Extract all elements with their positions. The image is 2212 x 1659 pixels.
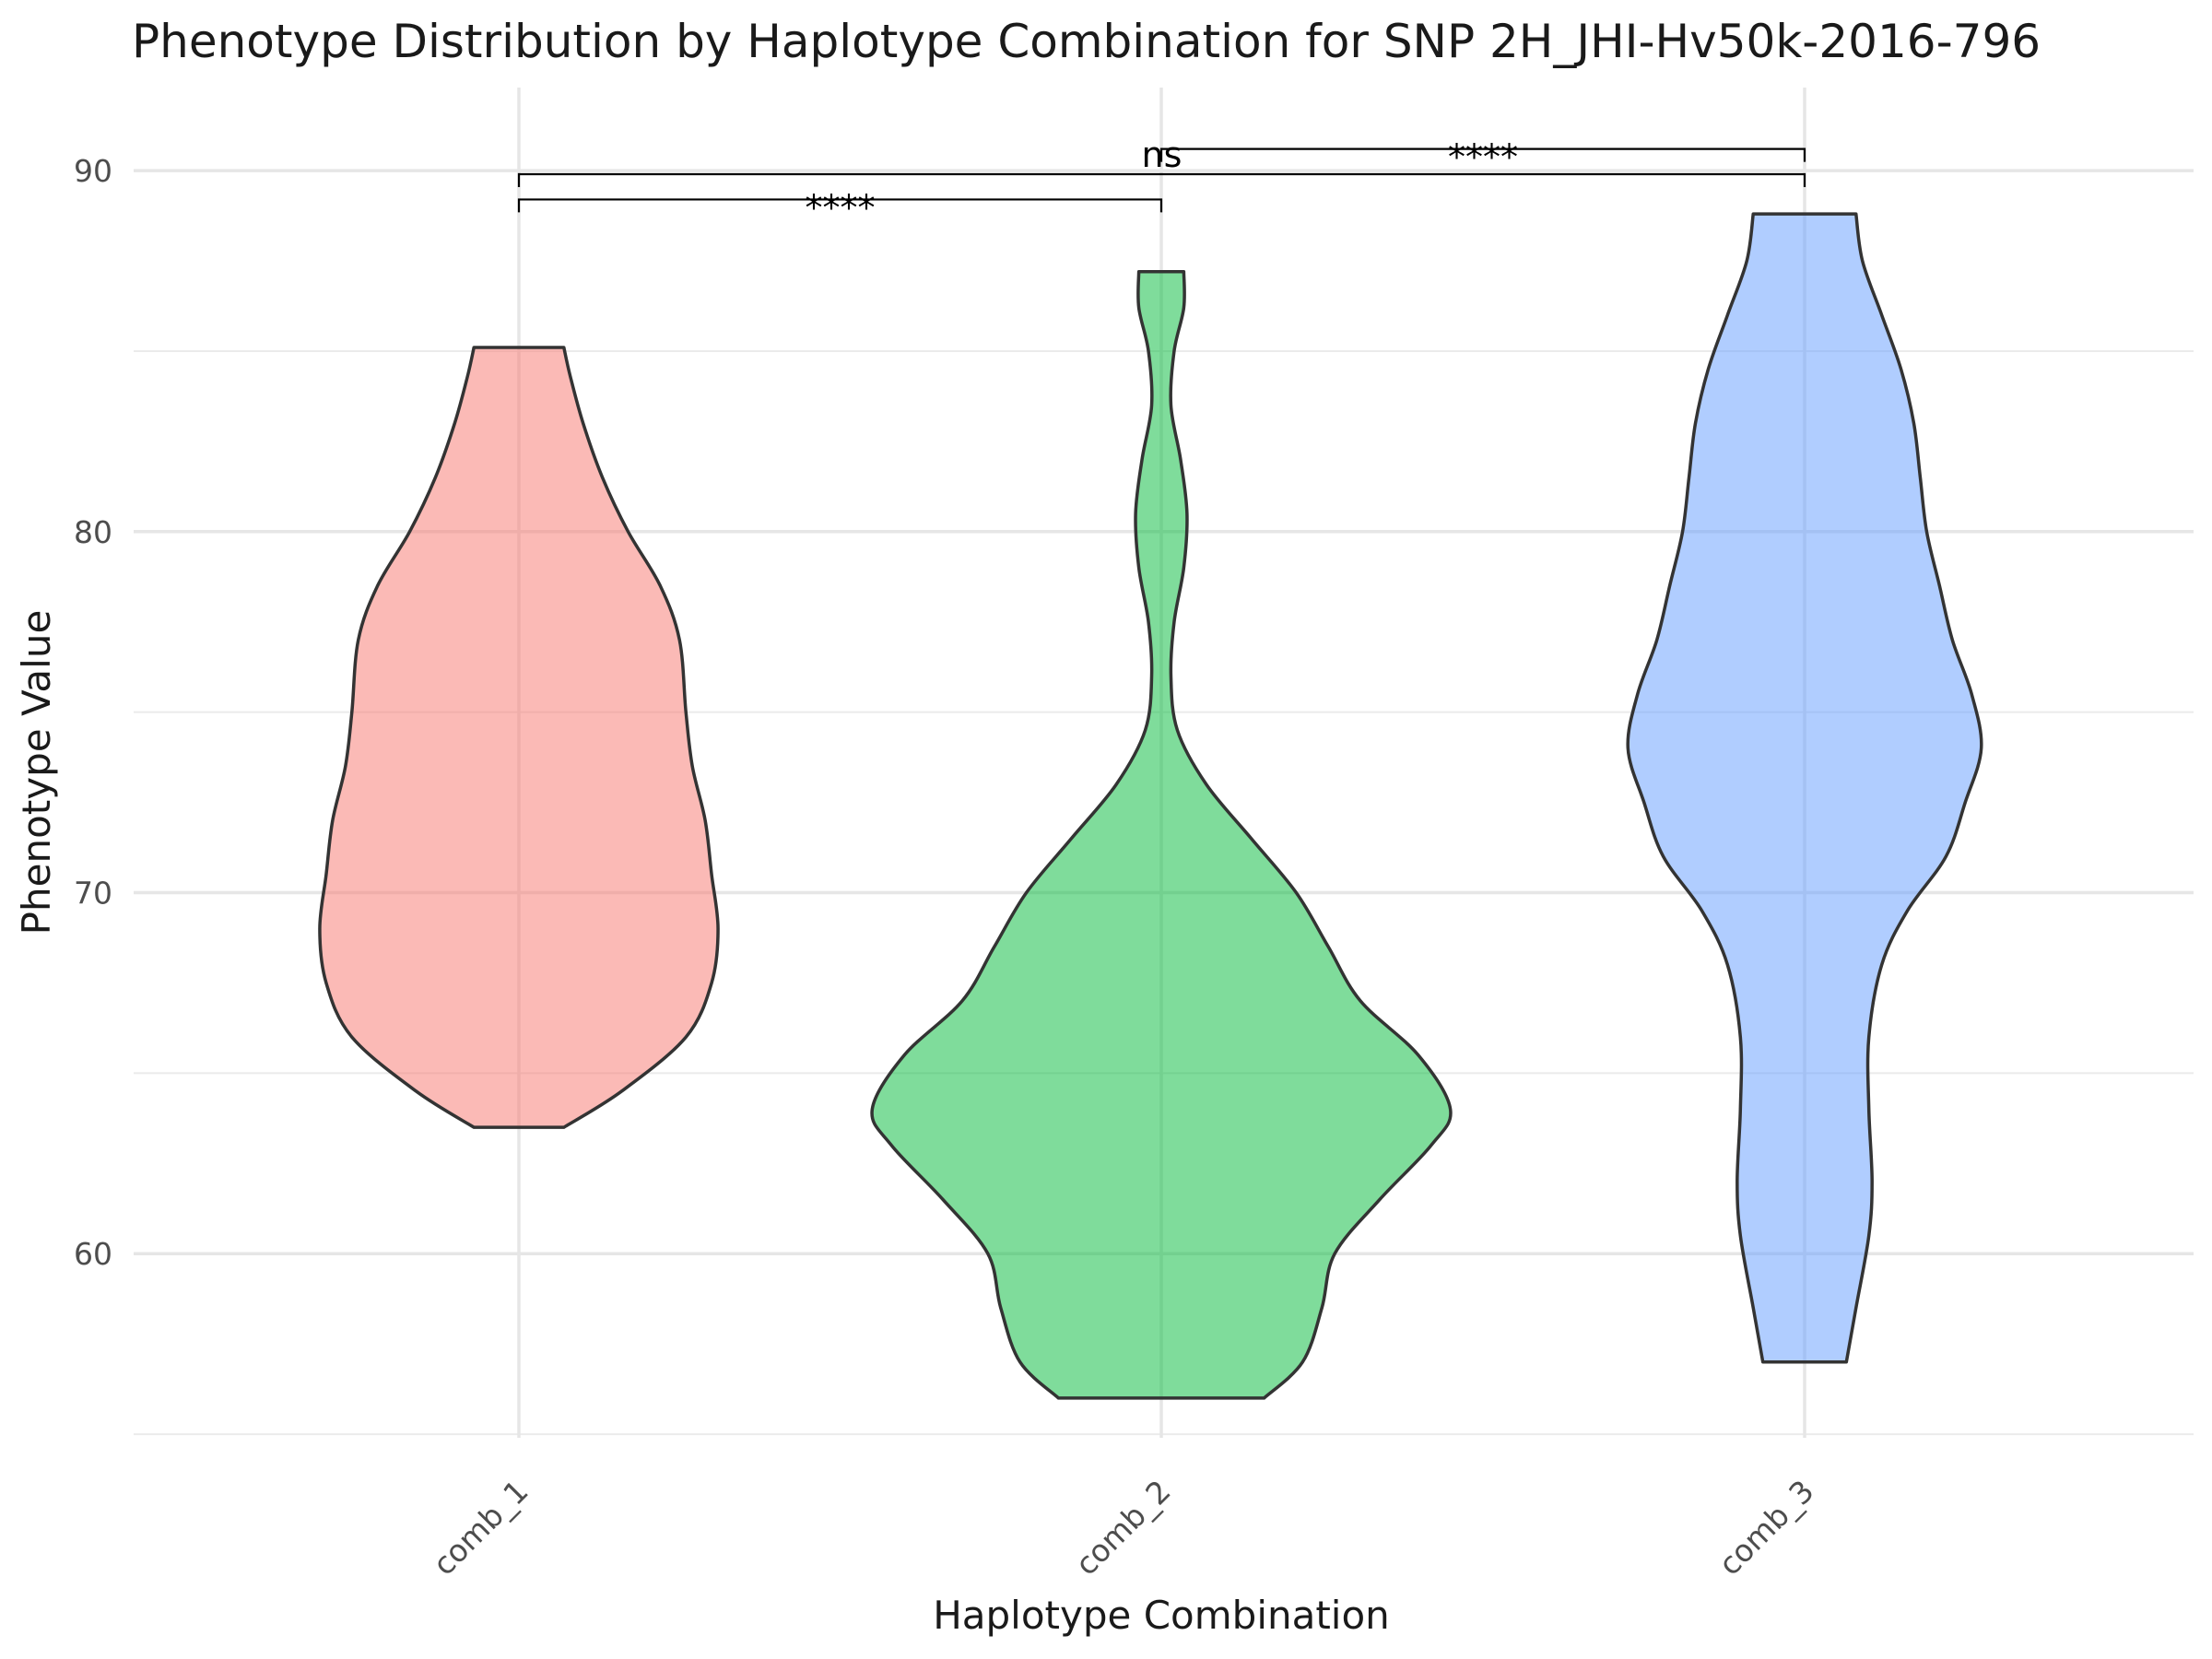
violin-comb_2	[870, 270, 1453, 1400]
y-axis-label: Phenotype Value	[14, 610, 59, 935]
x-tick-label: comb_3	[1712, 1473, 1821, 1583]
x-tick-label: comb_2	[1068, 1473, 1178, 1583]
y-tick-label: 70	[74, 876, 112, 912]
significance-label: ****	[806, 187, 876, 228]
y-axis-ticks: 60 70 80 90	[74, 153, 112, 1272]
y-tick-label: 80	[74, 514, 112, 550]
violin-comb_3	[1626, 212, 1983, 1364]
significance-bracket	[517, 172, 1806, 188]
significance-label: ****	[1448, 137, 1518, 178]
violin-comb_1	[318, 346, 720, 1129]
significance-bracket	[517, 198, 1163, 213]
y-tick-label: 60	[74, 1236, 112, 1272]
significance-annotations: ****ns ****	[517, 135, 1806, 228]
chart-title: Phenotype Distribution by Haplotype Comb…	[132, 15, 2041, 68]
violin-series	[318, 212, 1983, 1400]
x-axis-ticks: comb_1 comb_2 comb_3	[426, 1473, 1821, 1583]
x-tick-label: comb_1	[426, 1473, 535, 1583]
y-tick-label: 90	[74, 153, 112, 189]
significance-bracket	[1159, 147, 1806, 162]
x-axis-label: Haplotype Combination	[933, 1593, 1390, 1638]
